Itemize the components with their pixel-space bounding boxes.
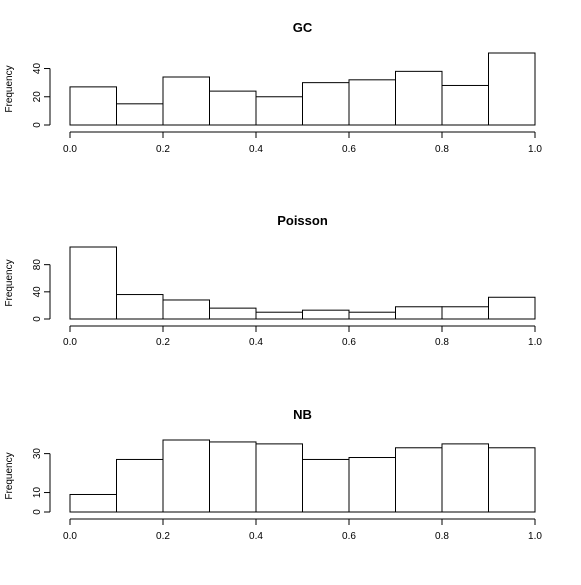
histogram-bar bbox=[116, 103, 164, 126]
histogram-bar bbox=[255, 96, 303, 126]
histogram-bar bbox=[162, 299, 210, 320]
x-tick-label: 0.2 bbox=[156, 144, 170, 155]
histogram-bar bbox=[395, 70, 443, 126]
x-tick-label: 0.2 bbox=[156, 337, 170, 348]
histogram-bar bbox=[209, 90, 257, 126]
histogram-bar bbox=[69, 86, 117, 126]
histogram-bar bbox=[302, 309, 350, 320]
x-tick-label: 0.6 bbox=[342, 531, 356, 542]
histogram-bar bbox=[255, 311, 303, 320]
chart-title: GC bbox=[293, 20, 313, 35]
y-tick-label: 0 bbox=[32, 509, 43, 515]
x-tick-label: 0.0 bbox=[63, 337, 77, 348]
y-tick-label: 80 bbox=[32, 259, 43, 271]
histogram-bar bbox=[116, 294, 164, 320]
histogram-bar bbox=[162, 76, 210, 126]
y-tick-label: 40 bbox=[32, 63, 43, 75]
y-tick-label: 0 bbox=[32, 316, 43, 322]
x-tick-label: 1.0 bbox=[528, 531, 542, 542]
y-axis-label: Frequency bbox=[4, 65, 15, 112]
x-tick-label: 0.4 bbox=[249, 337, 263, 348]
chart-title: Poisson bbox=[277, 213, 328, 228]
histogram-bar bbox=[488, 296, 536, 320]
y-tick-label: 40 bbox=[32, 286, 43, 298]
histogram-bar bbox=[441, 84, 489, 126]
histogram-bar bbox=[488, 52, 536, 126]
histogram-bar bbox=[116, 458, 164, 513]
x-tick-label: 0.0 bbox=[63, 531, 77, 542]
histogram-panel-2: NB 0.0 0.2 0.4 0.6 0.8 1.0 0 10 30 Frequency bbox=[4, 407, 542, 542]
histogram-bar bbox=[162, 439, 210, 513]
y-tick-label: 0 bbox=[32, 122, 43, 128]
histogram-bar bbox=[209, 441, 257, 513]
histogram-bar bbox=[209, 307, 257, 320]
histogram-bar bbox=[441, 443, 489, 513]
y-tick-label: 10 bbox=[32, 487, 43, 499]
x-tick-label: 0.0 bbox=[63, 144, 77, 155]
x-tick-label: 0.4 bbox=[249, 531, 263, 542]
y-tick-label: 20 bbox=[32, 91, 43, 103]
x-tick-label: 0.8 bbox=[435, 337, 449, 348]
histogram-bar bbox=[348, 79, 396, 126]
x-tick-label: 0.4 bbox=[249, 144, 263, 155]
y-axis-label: Frequency bbox=[4, 452, 15, 499]
y-tick-label: 30 bbox=[32, 448, 43, 460]
x-tick-label: 0.8 bbox=[435, 144, 449, 155]
x-tick-label: 1.0 bbox=[528, 337, 542, 348]
histogram-bar bbox=[488, 447, 536, 513]
histogram-bar bbox=[69, 493, 117, 513]
histogram-bar bbox=[302, 458, 350, 513]
x-tick-label: 1.0 bbox=[528, 144, 542, 155]
histogram-bar bbox=[348, 457, 396, 513]
x-tick-label: 0.2 bbox=[156, 531, 170, 542]
histogram-bar bbox=[348, 311, 396, 320]
x-tick-label: 0.6 bbox=[342, 337, 356, 348]
histogram-bar bbox=[395, 306, 443, 320]
histogram-bar bbox=[395, 447, 443, 513]
histogram-bar bbox=[69, 246, 117, 320]
x-tick-label: 0.8 bbox=[435, 531, 449, 542]
chart-title: NB bbox=[293, 407, 312, 422]
y-axis-label: Frequency bbox=[4, 259, 15, 306]
histogram-panel-0: GC 0.0 0.2 0.4 0.6 0.8 1.0 0 20 40 Frequency bbox=[4, 20, 542, 155]
x-tick-label: 0.6 bbox=[342, 144, 356, 155]
histogram-bar bbox=[302, 82, 350, 126]
histogram-bar bbox=[441, 306, 489, 320]
histogram-panel-1: Poisson 0.0 0.2 0.4 0.6 0.8 1.0 0 40 80 Frequency bbox=[4, 213, 542, 348]
histogram-bar bbox=[255, 443, 303, 513]
